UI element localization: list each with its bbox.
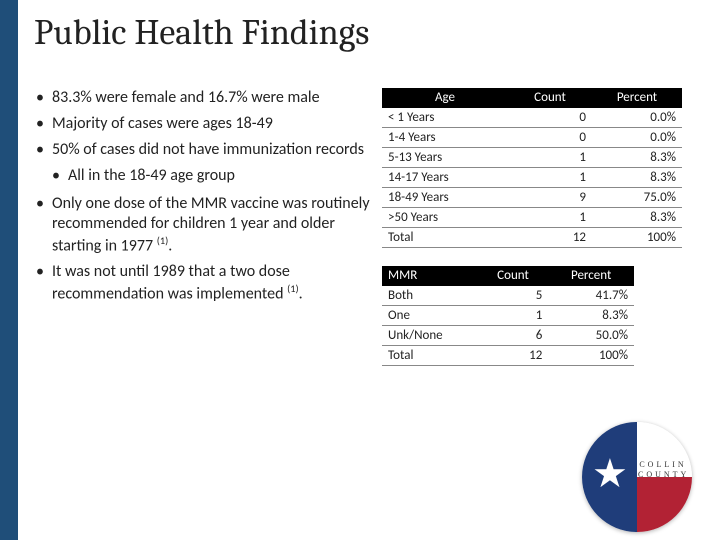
seal-text: COLLIN COUNTY — [638, 460, 688, 481]
table-row: 1-4 Years00.0% — [382, 128, 682, 148]
cell-percent: 41.7% — [548, 286, 634, 306]
cell-percent: 100% — [592, 228, 682, 248]
bullet-list-2: Only one dose of the MMR vaccine was rou… — [34, 194, 370, 305]
content-area: 83.3% were female and 16.7% were male Ma… — [34, 88, 684, 384]
cell-percent: 75.0% — [592, 188, 682, 208]
seal-red-stripe — [637, 477, 692, 532]
bullet-item: Only one dose of the MMR vaccine was rou… — [34, 194, 370, 256]
left-accent-stripe — [0, 0, 18, 540]
col-percent: Percent — [548, 266, 634, 286]
table-row: Both541.7% — [382, 286, 634, 306]
bullet-item: 83.3% were female and 16.7% were male — [34, 88, 370, 108]
cell-count: 1 — [478, 306, 549, 326]
tables-column: Age Count Percent < 1 Years00.0% 1-4 Yea… — [382, 88, 682, 384]
bullet-item: Majority of cases were ages 18-49 — [34, 114, 370, 134]
col-age: Age — [382, 88, 508, 108]
cell-count: 0 — [508, 108, 592, 128]
bullet-item: 50% of cases did not have immunization r… — [34, 140, 370, 160]
cell-percent: 8.3% — [592, 168, 682, 188]
sub-bullet-text: All in the 18-49 age group — [68, 166, 235, 185]
age-table: Age Count Percent < 1 Years00.0% 1-4 Yea… — [382, 88, 682, 248]
col-count: Count — [478, 266, 549, 286]
cell-count: 1 — [508, 148, 592, 168]
cell-mmr: Both — [382, 286, 478, 306]
table-header-row: MMR Count Percent — [382, 266, 634, 286]
seal-line2: COUNTY — [638, 470, 689, 479]
cell-percent: 50.0% — [548, 326, 634, 346]
star-icon: ★ — [592, 454, 628, 494]
page-title: Public Health Findings — [34, 12, 369, 53]
citation: (1) — [157, 234, 169, 247]
cell-count: 1 — [508, 208, 592, 228]
bullet-item: It was not until 1989 that a two dose re… — [34, 262, 370, 304]
cell-count: 0 — [508, 128, 592, 148]
bullet-text: Only one dose of the MMR vaccine was rou… — [52, 194, 370, 255]
table-row: < 1 Years00.0% — [382, 108, 682, 128]
cell-age: >50 Years — [382, 208, 508, 228]
cell-count: 12 — [478, 346, 549, 366]
cell-age: < 1 Years — [382, 108, 508, 128]
bullet-text-tail: . — [168, 236, 172, 255]
sub-bullet-item: All in the 18-49 age group — [34, 166, 370, 186]
county-seal-icon: ★ COLLIN COUNTY — [582, 422, 692, 532]
cell-age: 18-49 Years — [382, 188, 508, 208]
mmr-table: MMR Count Percent Both541.7% One18.3% Un… — [382, 266, 634, 366]
cell-percent: 8.3% — [592, 208, 682, 228]
seal-line1: COLLIN — [639, 460, 686, 469]
cell-mmr: One — [382, 306, 478, 326]
table-row: 14-17 Years18.3% — [382, 168, 682, 188]
cell-count: 9 — [508, 188, 592, 208]
table-row: 5-13 Years18.3% — [382, 148, 682, 168]
citation: (1) — [287, 282, 299, 295]
bullet-column: 83.3% were female and 16.7% were male Ma… — [34, 88, 370, 384]
cell-percent: 0.0% — [592, 128, 682, 148]
cell-age: 1-4 Years — [382, 128, 508, 148]
cell-mmr: Unk/None — [382, 326, 478, 346]
col-mmr: MMR — [382, 266, 478, 286]
bullet-text: Majority of cases were ages 18-49 — [52, 114, 273, 133]
cell-count: 1 — [508, 168, 592, 188]
bullet-list: 83.3% were female and 16.7% were male Ma… — [34, 88, 370, 160]
bullet-text: 83.3% were female and 16.7% were male — [52, 88, 320, 107]
cell-mmr: Total — [382, 346, 478, 366]
table-row: 18-49 Years975.0% — [382, 188, 682, 208]
table-row-total: Total12100% — [382, 228, 682, 248]
table-row: Unk/None650.0% — [382, 326, 634, 346]
cell-percent: 8.3% — [592, 148, 682, 168]
col-count: Count — [508, 88, 592, 108]
bullet-text-tail: . — [299, 285, 303, 304]
table-row: >50 Years18.3% — [382, 208, 682, 228]
cell-percent: 8.3% — [548, 306, 634, 326]
cell-count: 5 — [478, 286, 549, 306]
cell-age: Total — [382, 228, 508, 248]
cell-count: 12 — [508, 228, 592, 248]
seal-circle: ★ COLLIN COUNTY — [582, 422, 692, 532]
cell-age: 14-17 Years — [382, 168, 508, 188]
table-row-total: Total12100% — [382, 346, 634, 366]
table-row: One18.3% — [382, 306, 634, 326]
table-header-row: Age Count Percent — [382, 88, 682, 108]
bullet-text: It was not until 1989 that a two dose re… — [52, 262, 290, 303]
cell-age: 5-13 Years — [382, 148, 508, 168]
cell-count: 6 — [478, 326, 549, 346]
col-percent: Percent — [592, 88, 682, 108]
sub-bullet-list: All in the 18-49 age group — [34, 166, 370, 186]
cell-percent: 100% — [548, 346, 634, 366]
cell-percent: 0.0% — [592, 108, 682, 128]
bullet-text: 50% of cases did not have immunization r… — [52, 140, 364, 159]
